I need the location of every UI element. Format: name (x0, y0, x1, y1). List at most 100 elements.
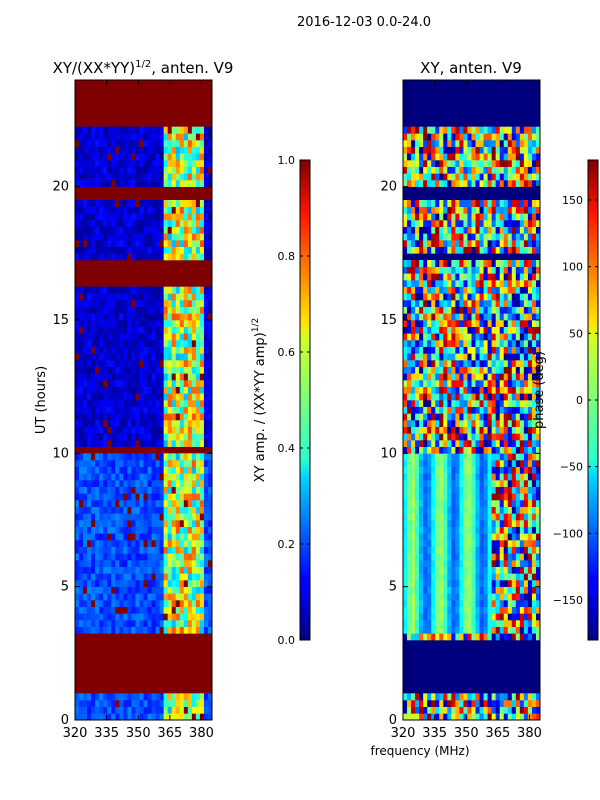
phase-cell (459, 500, 464, 507)
phase-cell (467, 313, 472, 321)
phase-cell (407, 240, 412, 247)
phase-cell (495, 313, 501, 321)
amplitude-cell (91, 173, 96, 181)
amplitude-cell (147, 326, 152, 334)
phase-cell (507, 700, 513, 707)
phase-cell (483, 400, 488, 407)
amplitude-cell (131, 400, 136, 407)
amplitude-cell (79, 433, 84, 441)
amplitude-cell (207, 380, 213, 387)
phase-cell (447, 553, 452, 561)
amplitude-cell (135, 706, 140, 714)
amplitude-cell (159, 533, 164, 541)
amplitude-cell (199, 160, 205, 167)
phase-cell (483, 320, 488, 327)
amplitude-cell (91, 486, 96, 494)
amplitude-cell (159, 253, 164, 261)
amplitude-cell (187, 333, 193, 341)
phase-row (403, 440, 541, 447)
amplitude-cell (191, 360, 197, 367)
phase-cell (523, 213, 529, 221)
amplitude-cell (107, 406, 112, 414)
amplitude-cell (127, 126, 132, 134)
amplitude-cell (147, 693, 152, 701)
amplitude-cell (159, 166, 164, 174)
phase-cell (447, 406, 452, 414)
phase-cell (403, 293, 408, 301)
phase-cell (439, 620, 444, 627)
amplitude-cell (83, 420, 88, 427)
amplitude-cell (123, 366, 128, 374)
amplitude-cell (139, 613, 144, 621)
phase-cell (495, 366, 501, 374)
phase-cell (527, 260, 533, 267)
amplitude-cell (75, 626, 80, 634)
amplitude-cell (151, 580, 156, 587)
phase-cell (443, 240, 448, 247)
phase-cell (439, 373, 444, 381)
amplitude-cell (119, 566, 124, 574)
phase-cell (519, 566, 525, 574)
amplitude-cell (207, 360, 213, 367)
phase-cell (475, 360, 480, 367)
phase-cell (471, 420, 476, 427)
amplitude-cell (155, 313, 160, 321)
amplitude-cell (171, 453, 177, 461)
phase-cell (523, 620, 529, 627)
amplitude-xtick-label: 335 (94, 726, 119, 741)
phase-cell (527, 540, 533, 547)
amplitude-cell (179, 213, 185, 221)
phase-cell (527, 366, 533, 374)
phase-cell (503, 453, 509, 461)
phase-cell (495, 440, 501, 447)
amplitude-cell (159, 600, 164, 607)
phase-cell (423, 353, 428, 361)
amplitude-cell (199, 380, 205, 387)
amplitude-cell (83, 566, 88, 574)
phase-cell (495, 353, 501, 361)
phase-cell (435, 233, 440, 241)
amplitude-cell (147, 140, 152, 147)
phase-cell (531, 626, 537, 634)
amplitude-cell (87, 313, 92, 321)
amplitude-cell (151, 526, 156, 534)
amplitude-cell (203, 486, 209, 494)
amplitude-cell (135, 493, 140, 501)
amplitude-cell (119, 480, 124, 487)
amplitude-cell (111, 380, 116, 387)
amplitude-cell (87, 133, 92, 141)
amplitude-cell (199, 513, 205, 521)
phase-cell (503, 580, 509, 587)
phase-cell (495, 700, 501, 707)
phase-cell (479, 460, 484, 467)
amplitude-cell (207, 453, 213, 461)
phase-cell (427, 206, 432, 214)
amplitude-cell (163, 513, 168, 521)
amplitude-cell (151, 606, 156, 614)
amplitude-cell (147, 133, 152, 141)
amplitude-cell (131, 286, 136, 294)
amplitude-cell (91, 160, 96, 167)
amplitude-cell (79, 353, 84, 361)
amplitude-cell (83, 713, 88, 721)
amplitude-cell (179, 180, 185, 187)
amplitude-cell (195, 306, 201, 314)
phase-cell (535, 366, 541, 374)
amplitude-cell (183, 500, 189, 507)
amplitude-cell (79, 580, 84, 587)
phase-cell (527, 220, 533, 227)
phase-cell (411, 546, 416, 554)
amplitude-cell (91, 226, 96, 234)
phase-cell (507, 520, 513, 527)
phase-cell (531, 486, 537, 494)
amplitude-cell (75, 520, 80, 527)
phase-cell (423, 213, 428, 221)
amplitude-cell (127, 426, 132, 434)
amplitude-cell (147, 713, 152, 721)
amplitude-ylabel: UT (hours) (34, 366, 49, 434)
phase-cell (427, 246, 432, 254)
phase-cell (523, 446, 529, 454)
phase-row (403, 566, 541, 574)
amplitude-cell (123, 426, 128, 434)
phase-cell (479, 373, 484, 381)
